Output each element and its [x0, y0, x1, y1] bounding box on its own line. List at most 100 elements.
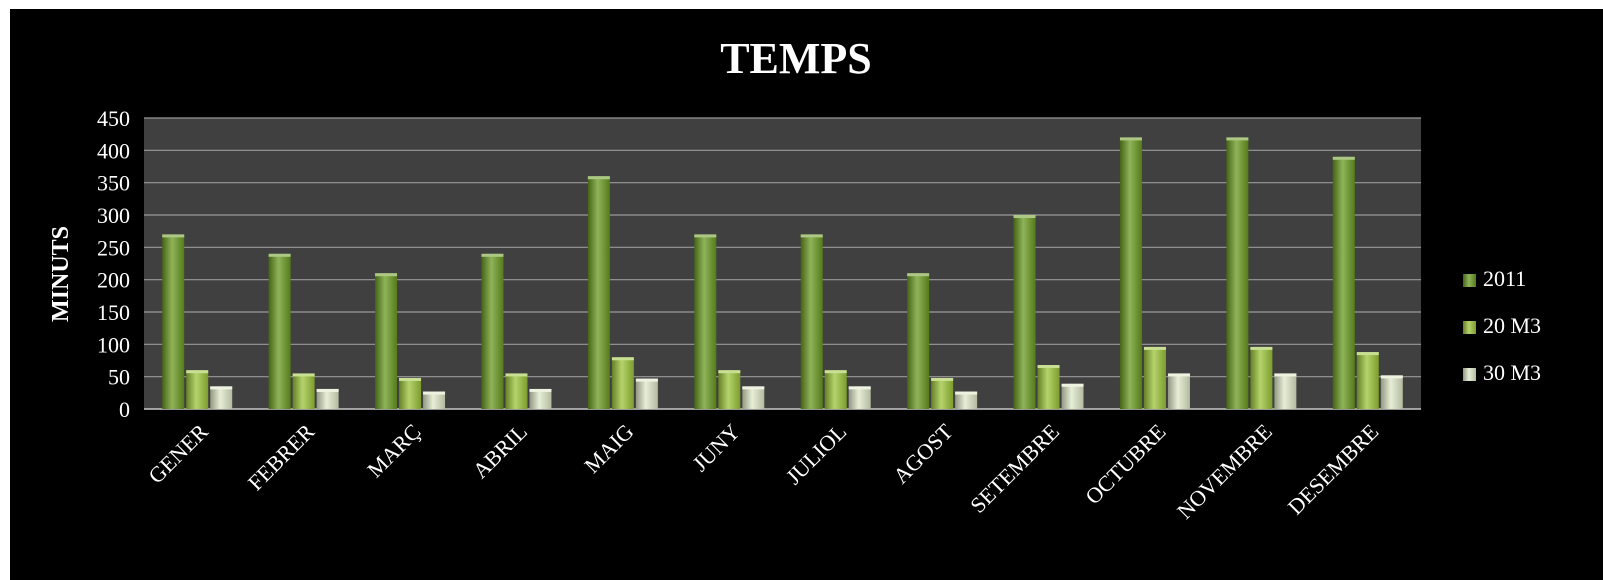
bar-top-highlight — [481, 253, 504, 257]
bar-top-highlight — [1356, 352, 1379, 356]
bar-top-highlight — [399, 377, 422, 381]
bar-20-m3-agost — [931, 377, 954, 409]
bar-top-highlight — [1226, 137, 1249, 141]
y-tick-label: 450 — [97, 106, 130, 131]
bar-20-m3-abril — [505, 373, 528, 409]
bar-2011-gener — [162, 234, 185, 409]
y-axis-label: MINUTS — [48, 226, 74, 322]
x-tick-label: NOVEMBRE — [1172, 419, 1277, 524]
x-tick-label: JUNY — [687, 419, 745, 477]
bar-top-highlight — [1119, 137, 1142, 141]
bar-top-highlight — [1380, 375, 1403, 379]
bar-30-m3-novembre — [1274, 373, 1297, 409]
temps-bar-chart: TEMPS MINUTS 0 50 100 150 200 250 300 350 400 450… — [48, 34, 1541, 524]
bar-30-m3-març — [423, 391, 446, 409]
bar-top-highlight — [268, 253, 291, 257]
x-tick-label: OCTUBRE — [1080, 419, 1170, 509]
bar-top-highlight — [210, 386, 233, 390]
bar-top-highlight — [1274, 373, 1297, 377]
bar-top-highlight — [1167, 373, 1190, 377]
bar-top-highlight — [1332, 156, 1355, 160]
bar-2011-setembre — [1013, 215, 1036, 409]
bar-top-highlight — [1250, 346, 1273, 350]
bar-top-highlight — [316, 388, 339, 392]
bar-20-m3-març — [399, 377, 422, 409]
bar-top-highlight — [1143, 346, 1166, 350]
bar-top-highlight — [931, 377, 954, 381]
plot-background — [144, 118, 1421, 409]
bar-top-highlight — [505, 373, 528, 377]
x-tick-label: DESEMBRE — [1283, 419, 1384, 520]
bar-top-highlight — [186, 370, 209, 374]
x-tick-label: SETEMBRE — [965, 419, 1064, 518]
bar-30-m3-agost — [955, 391, 978, 409]
bar-20-m3-maig — [611, 357, 634, 409]
chart-frame: TEMPS MINUTS 0 50 100 150 200 250 300 350 400 450… — [10, 9, 1603, 580]
x-tick-label: MAIG — [579, 419, 638, 478]
bar-top-highlight — [292, 373, 315, 377]
bar-2011-juliol — [800, 234, 823, 409]
x-tick-label: GENER — [143, 419, 213, 489]
bar-top-highlight — [587, 176, 610, 180]
bar-2011-desembre — [1332, 156, 1355, 409]
y-tick-label: 100 — [97, 332, 130, 357]
y-tick-label: 300 — [97, 203, 130, 228]
y-tick-label: 50 — [108, 365, 130, 390]
bar-20-m3-gener — [186, 370, 209, 409]
bar-2011-maig — [587, 176, 610, 409]
legend-label: 20 M3 — [1483, 313, 1541, 338]
bar-top-highlight — [1037, 365, 1060, 369]
y-tick-label: 0 — [119, 397, 130, 422]
bar-top-highlight — [423, 391, 446, 395]
bar-20-m3-desembre — [1356, 352, 1379, 409]
legend: 2011 20 M3 30 M3 — [1463, 266, 1541, 385]
x-tick-label: AGOST — [888, 418, 958, 488]
bar-top-highlight — [1013, 215, 1036, 218]
bar-2011-març — [375, 273, 398, 409]
bar-30-m3-gener — [210, 386, 233, 409]
bar-top-highlight — [718, 370, 741, 374]
bar-top-highlight — [611, 357, 634, 361]
y-tick-label: 350 — [97, 171, 130, 196]
bar-top-highlight — [162, 234, 185, 238]
bar-top-highlight — [635, 378, 658, 382]
bar-20-m3-octubre — [1143, 346, 1166, 409]
bar-2011-febrer — [268, 253, 291, 409]
y-tick-label: 400 — [97, 138, 130, 163]
bar-top-highlight — [742, 386, 765, 390]
x-tick-label: JULIOL — [781, 419, 851, 489]
legend-label: 2011 — [1483, 266, 1526, 291]
bar-2011-agost — [907, 273, 930, 409]
bar-top-highlight — [1061, 383, 1084, 387]
bar-20-m3-juny — [718, 370, 741, 409]
bar-top-highlight — [848, 386, 871, 390]
x-tick-label: MARÇ — [362, 419, 425, 482]
bar-30-m3-juliol — [848, 386, 871, 409]
legend-label: 30 M3 — [1483, 360, 1541, 385]
bar-top-highlight — [824, 370, 847, 374]
legend-swatch — [1463, 321, 1476, 334]
legend-swatch — [1463, 368, 1476, 381]
bar-2011-juny — [694, 234, 717, 409]
y-tick-label: 200 — [97, 268, 130, 293]
bar-top-highlight — [529, 388, 552, 392]
bar-top-highlight — [907, 273, 930, 277]
bar-20-m3-juliol — [824, 370, 847, 409]
bar-30-m3-octubre — [1167, 373, 1190, 409]
chart-title: TEMPS — [720, 34, 872, 83]
x-tick-label: FEBRER — [243, 419, 320, 496]
y-tick-label: 250 — [97, 235, 130, 260]
x-tick-label: ABRIL — [468, 419, 532, 483]
legend-swatch — [1463, 274, 1476, 287]
bar-20-m3-febrer — [292, 373, 315, 409]
bar-2011-abril — [481, 253, 504, 409]
bar-30-m3-febrer — [316, 388, 339, 409]
bar-30-m3-maig — [635, 378, 658, 409]
bar-20-m3-novembre — [1250, 346, 1273, 409]
bar-2011-novembre — [1226, 137, 1249, 409]
bar-20-m3-setembre — [1037, 365, 1060, 409]
bar-2011-octubre — [1119, 137, 1142, 409]
bar-top-highlight — [375, 273, 398, 277]
bar-top-highlight — [694, 234, 717, 238]
bar-30-m3-abril — [529, 388, 552, 409]
